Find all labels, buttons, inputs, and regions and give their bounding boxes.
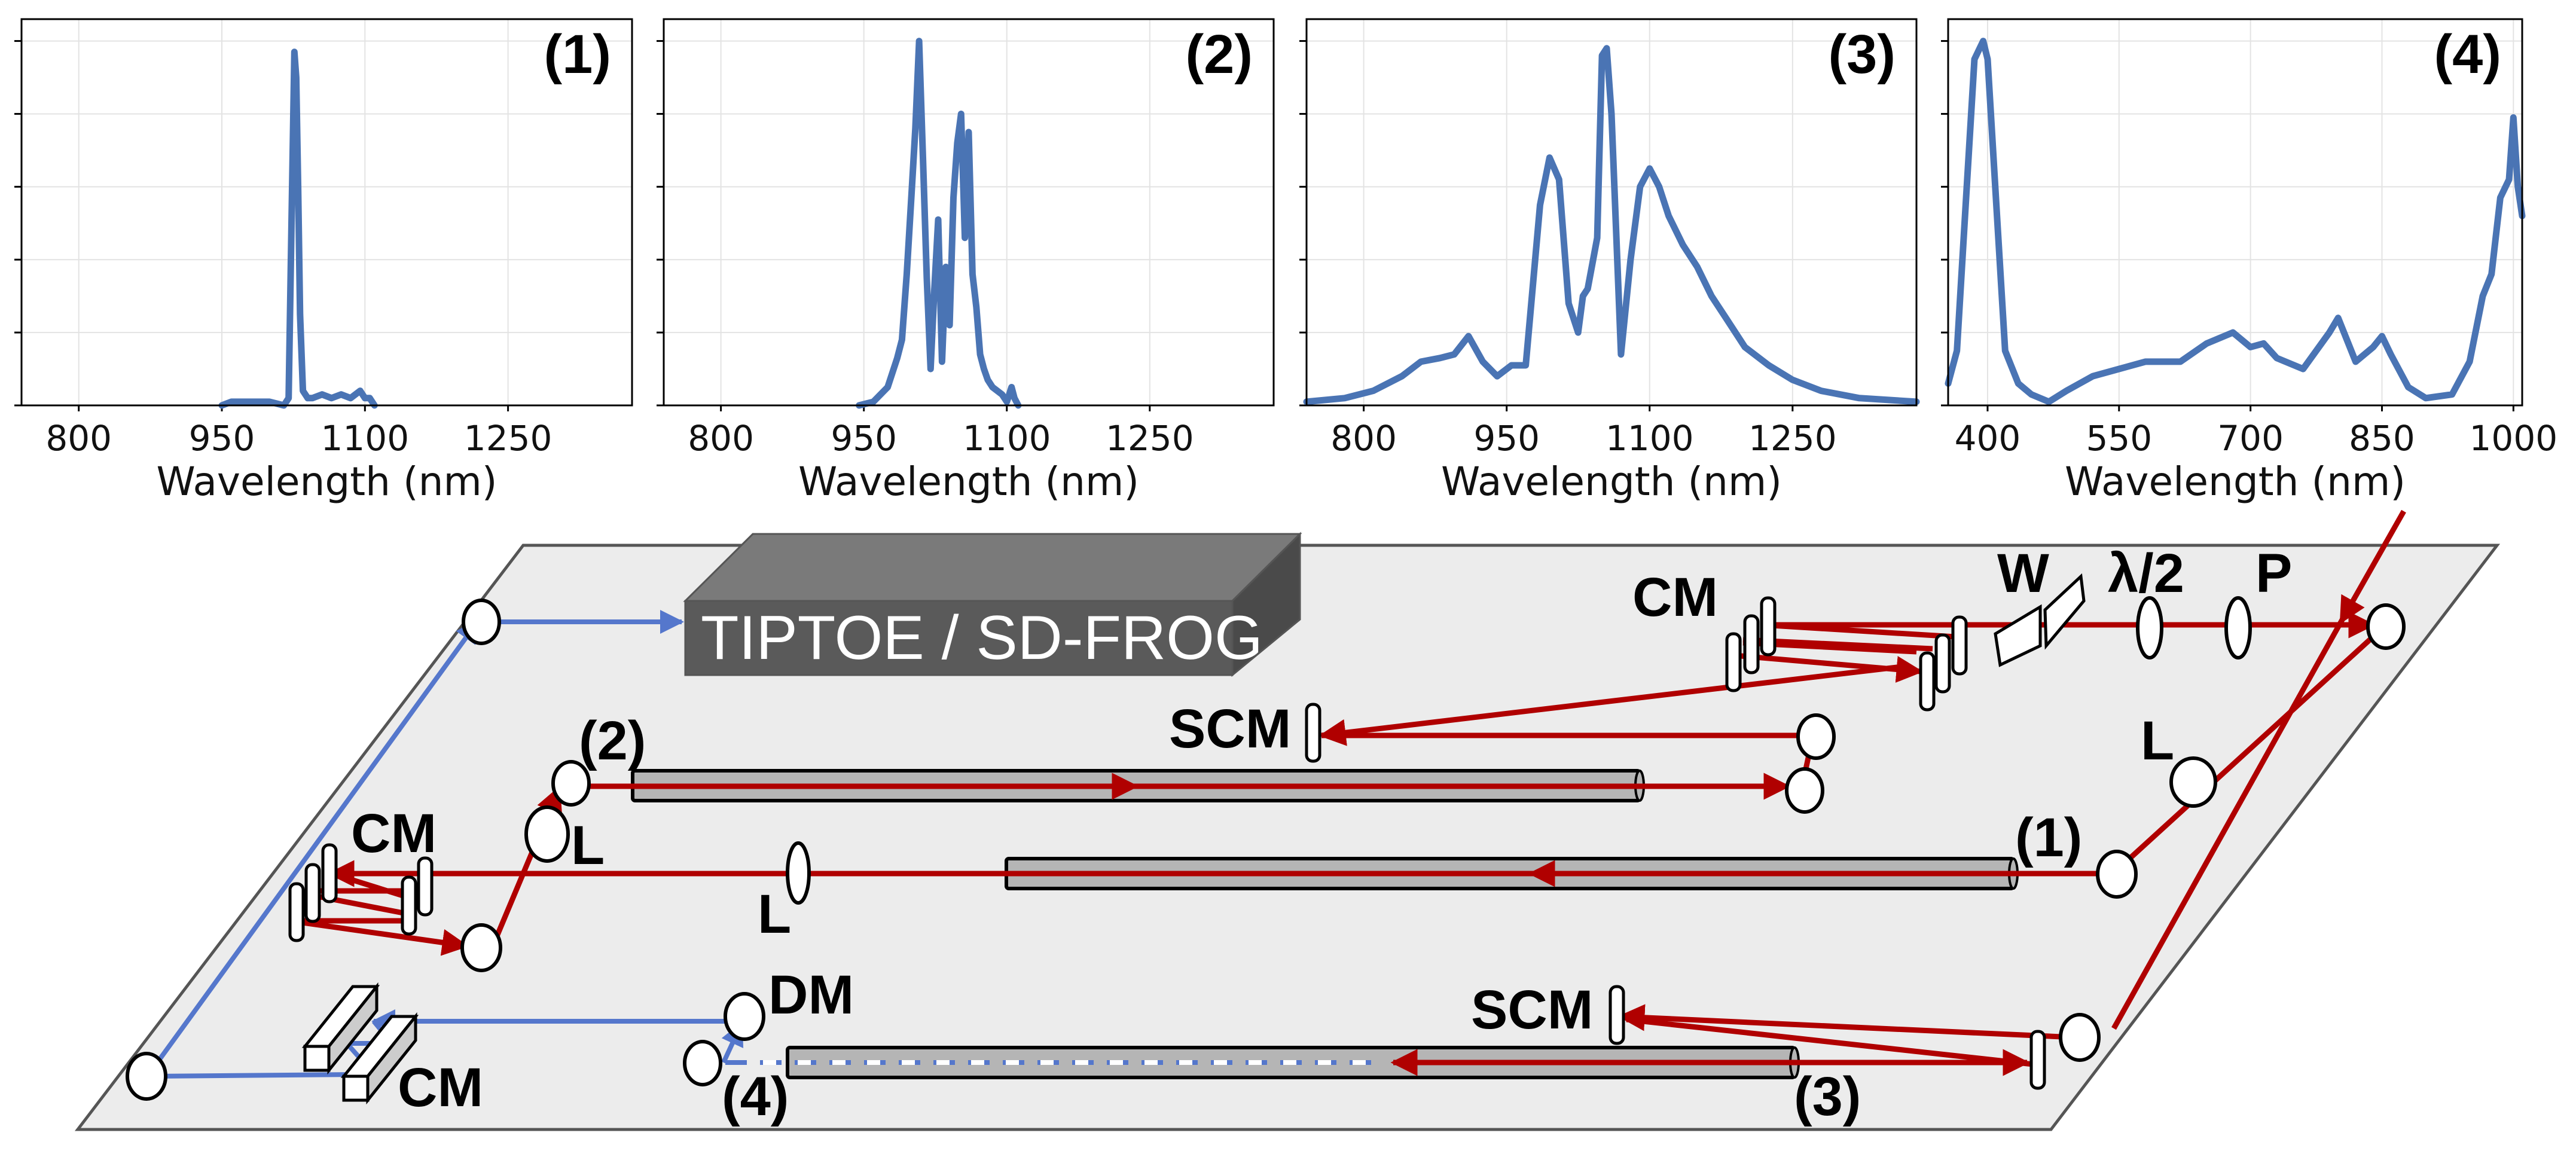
lens-right <box>2169 756 2217 808</box>
mirror-fold-lower <box>1785 767 1824 814</box>
x-tick-label: 1100 <box>963 418 1051 459</box>
x-tick-label: 800 <box>1330 418 1397 459</box>
label-half-wave: λ/2 <box>2108 543 2184 604</box>
lens-left <box>786 841 811 905</box>
x-tick-label: 1100 <box>1606 418 1694 459</box>
mirror-top-left <box>462 599 501 645</box>
x-tick-label: 800 <box>688 418 754 459</box>
red-beam-path <box>289 509 2406 1076</box>
label-polarizer: P <box>2255 543 2292 604</box>
label-scm-bottom: SCM <box>1471 979 1593 1040</box>
label-cm-top: CM <box>1632 567 1718 628</box>
label-cm-bottom: CM <box>398 1057 483 1118</box>
label-cm-left: CM <box>351 803 437 864</box>
spectrum-line <box>856 38 1022 409</box>
spectrum-panel-4: 400 550 700 850 1000 (4) Wavelength (nm) <box>1941 18 2558 505</box>
spectrum-line <box>218 48 378 409</box>
wedges <box>1994 573 2086 667</box>
spectrum-panel-2: 800 950 1100 1250 (2) Wavelength (nm) <box>657 18 1275 505</box>
label-lens-right: L <box>2141 710 2174 771</box>
mirror-2 <box>551 760 591 807</box>
plot-area <box>1948 19 2522 405</box>
optical-setup-diagram: TIPTOE / SD-FROG <box>74 509 2501 1131</box>
x-tick-label: 950 <box>831 418 897 459</box>
mirror-fold-upper <box>1796 713 1836 760</box>
panel-label: (4) <box>2434 24 2501 85</box>
plot-area <box>22 19 632 405</box>
spectra-panels: 800 950 1100 1250 (1) Wavelength (nm) 800 950 11… <box>14 18 2558 505</box>
plot-frame <box>1305 18 1918 407</box>
x-tick-label: 800 <box>45 418 112 459</box>
x-tick-label: 1250 <box>1106 418 1194 459</box>
mirror-bottom-left <box>126 1052 167 1101</box>
spectrum-panel-3: 800 950 1100 1250 (3) Wavelength (nm) <box>1299 18 1920 505</box>
spectrum-line <box>1945 38 2526 405</box>
x-tick-label: 950 <box>189 418 255 459</box>
label-panel-2: (2) <box>579 710 646 771</box>
mirrors <box>126 599 2406 1101</box>
label-lens-2: L <box>571 815 605 876</box>
mirror-4 <box>683 1040 722 1086</box>
mirror-1 <box>2096 850 2138 899</box>
x-tick-label: 950 <box>1473 418 1540 459</box>
x-tick-label: 700 <box>2217 418 2284 459</box>
chirped-mirrors <box>288 596 2046 1090</box>
x-tick-label: 1000 <box>2470 418 2558 459</box>
optical-table <box>74 544 2501 1131</box>
label-panel-3: (3) <box>1794 1066 1861 1127</box>
tiptoe-sd-frog-label: TIPTOE / SD-FROG <box>701 603 1263 673</box>
spectrum-panel-1: 800 950 1100 1250 (1) Wavelength (nm) <box>14 18 633 505</box>
x-tick-label: 1250 <box>464 418 553 459</box>
plot-frame <box>663 18 1275 407</box>
panel-label: (1) <box>544 24 611 85</box>
label-lens-left: L <box>758 884 791 945</box>
mirror-bottom-right <box>2059 1013 2101 1062</box>
label-wedge: W <box>1997 543 2049 604</box>
x-axis-label: Wavelength (nm) <box>1441 459 1782 505</box>
plot-frame <box>20 18 633 407</box>
label-dm: DM <box>768 964 854 1025</box>
lens-2 <box>524 805 570 863</box>
lenses <box>524 596 2252 905</box>
x-axis-label: Wavelength (nm) <box>798 459 1139 505</box>
mirror-input <box>2366 603 2406 650</box>
polarizer <box>2224 596 2252 660</box>
x-axis-label: Wavelength (nm) <box>2065 459 2406 505</box>
mirror-dm <box>724 992 765 1041</box>
panel-label: (3) <box>1829 24 1896 85</box>
panel-label: (2) <box>1186 24 1253 85</box>
label-scm-top: SCM <box>1169 698 1291 759</box>
label-panel-1: (1) <box>2015 807 2082 868</box>
label-panel-4: (4) <box>722 1066 789 1127</box>
mirror-cm-exit <box>460 923 502 972</box>
x-tick-label: 850 <box>2349 418 2415 459</box>
x-tick-label: 1250 <box>1748 418 1837 459</box>
x-tick-label: 1100 <box>321 418 410 459</box>
plot-frame <box>1947 18 2523 407</box>
tiptoe-sd-frog-box: TIPTOE / SD-FROG <box>683 532 1302 677</box>
x-tick-label: 550 <box>2086 418 2152 459</box>
x-axis-label: Wavelength (nm) <box>156 459 497 505</box>
spectrum-line <box>1303 45 1920 405</box>
chirped-mirror-bars <box>301 982 419 1105</box>
x-tick-label: 400 <box>1955 418 2021 459</box>
half-wave-plate <box>2136 596 2163 660</box>
